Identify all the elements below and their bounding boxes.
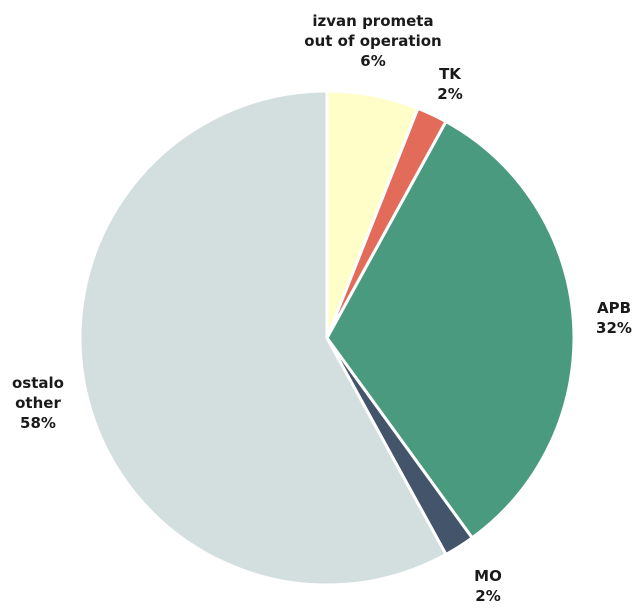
- pie-labels: izvan prometa out of operation 6% TK 2% APB 32…: [12, 12, 632, 605]
- pie-label-izvan: izvan prometa out of operation 6%: [304, 12, 441, 70]
- pie-slice-apb: [325, 120, 576, 540]
- pie-label-line: TK: [439, 65, 462, 83]
- pie-label-apb: APB 32%: [596, 299, 632, 337]
- pie-label-line: 32%: [596, 319, 632, 337]
- pie-slice-ostalo: [78, 89, 448, 587]
- pie-label-ostalo: ostalo other 58%: [12, 374, 64, 432]
- pie-label-line: other: [15, 394, 61, 412]
- pie-label-mo: MO 2%: [474, 567, 502, 605]
- pie-label-line: 2%: [475, 587, 500, 605]
- pie-label-line: MO: [474, 567, 502, 585]
- pie-label-line: 58%: [20, 414, 56, 432]
- pie-label-line: ostalo: [12, 374, 64, 392]
- pie-label-line: 6%: [360, 52, 385, 70]
- pie-label-tk: TK 2%: [437, 65, 462, 103]
- pie-label-line: 2%: [437, 85, 462, 103]
- pie-label-line: APB: [597, 299, 631, 317]
- pie-slices: [78, 89, 576, 587]
- pie-label-line: izvan prometa: [312, 12, 433, 30]
- pie-label-line: out of operation: [304, 32, 441, 50]
